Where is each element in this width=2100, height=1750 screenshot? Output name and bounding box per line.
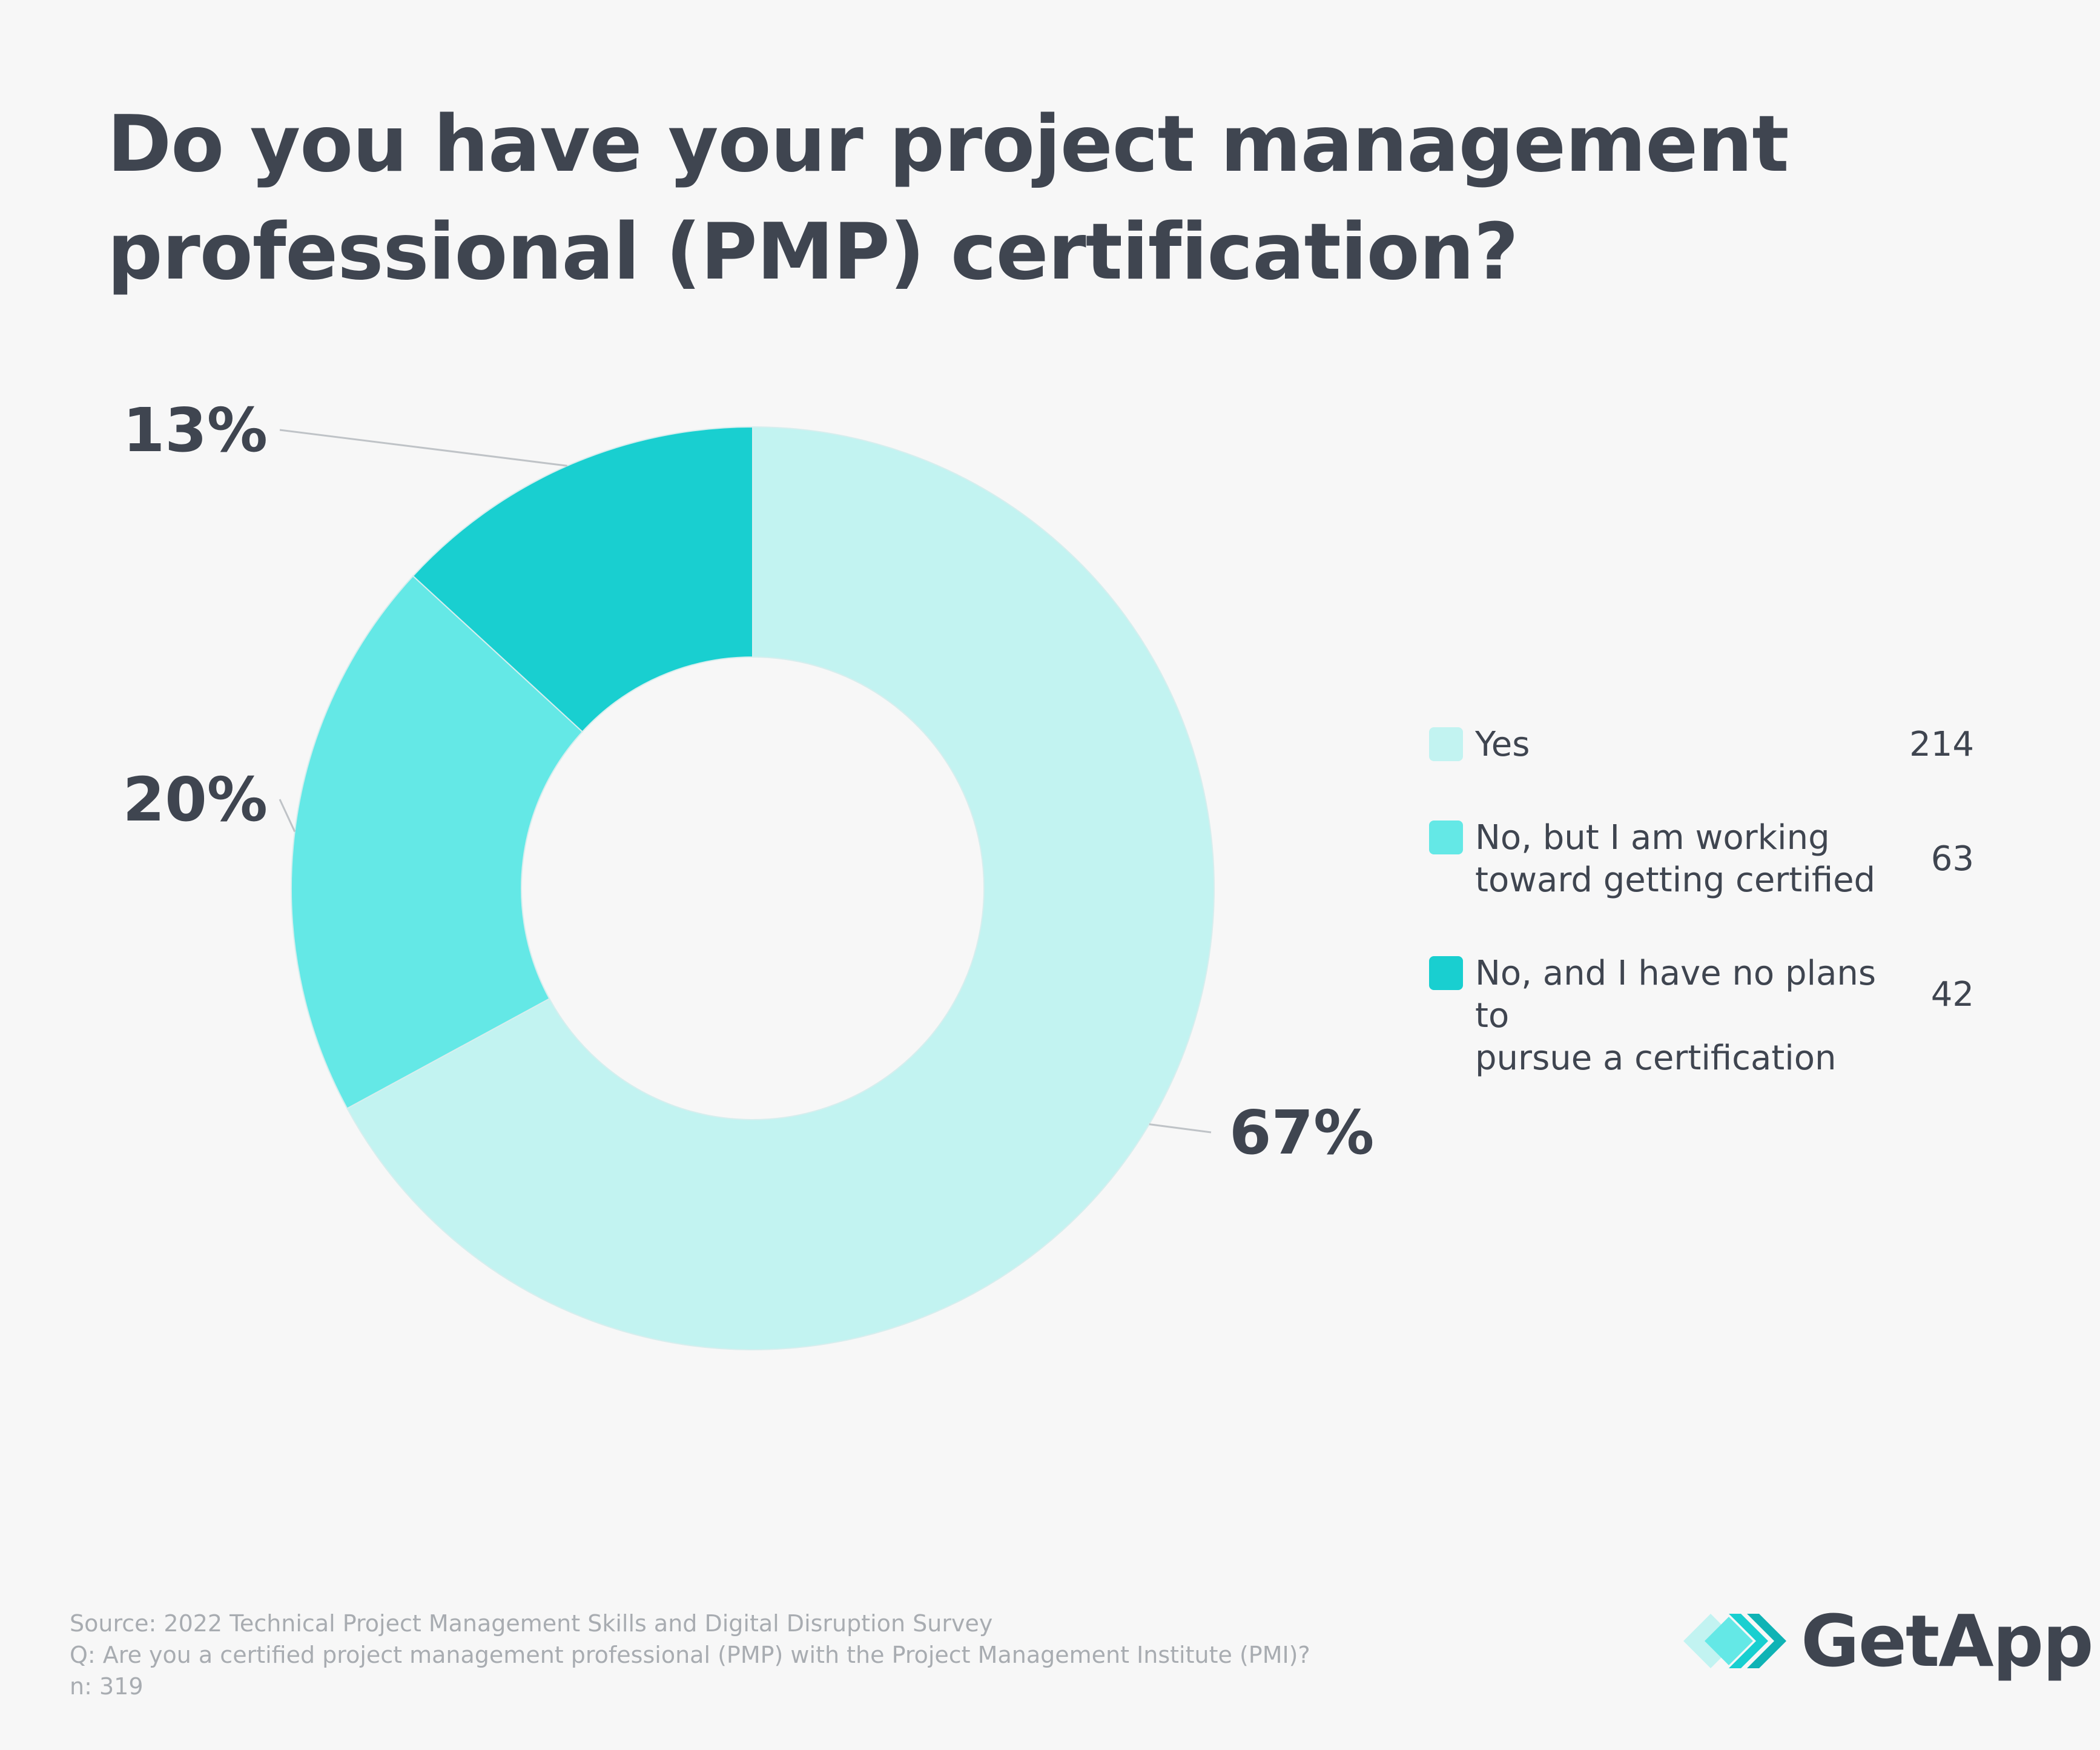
footer-n: n: 319 [70, 1673, 144, 1700]
legend-swatch-no-plans [1429, 956, 1463, 990]
footer-source: Source: 2022 Technical Project Managemen… [70, 1610, 993, 1637]
percent-label-no-plans: 13% [123, 395, 268, 466]
legend-swatch-yes [1429, 727, 1463, 761]
leader-line-yes [1149, 1123, 1212, 1134]
chart-legend: Yes 214 No, but I am working toward gett… [1429, 724, 1974, 1131]
legend-label-no-plans-line-1: No, and I have no plans to [1475, 954, 1877, 1035]
legend-item-no-plans: No, and I have no plans to pursue a cert… [1429, 953, 1974, 1080]
legend-value-yes: 214 [1909, 725, 1974, 764]
legend-label-no-plans: No, and I have no plans to pursue a cert… [1475, 953, 1899, 1080]
legend-value-no-plans: 42 [1930, 975, 1974, 1014]
legend-swatch-working-toward [1429, 821, 1463, 854]
donut-slice-yes [346, 426, 1215, 1350]
legend-label-working-toward: No, but I am working toward getting cert… [1475, 817, 1899, 902]
leader-line-working-toward [279, 799, 296, 833]
leader-line-no-plans [279, 429, 567, 467]
footer-question: Q: Are you a certified project managemen… [70, 1642, 1310, 1668]
legend-item-working-toward: No, but I am working toward getting cert… [1429, 817, 1974, 902]
percent-label-yes: 67% [1229, 1097, 1374, 1168]
donut-slice-no-plans [412, 426, 753, 733]
chart-title-line-1: Do you have your project management [107, 99, 1789, 190]
chart-title-line-2: professional (PMP) certification? [107, 207, 1519, 297]
getapp-chevrons-icon [1683, 1614, 1786, 1668]
legend-item-yes: Yes 214 [1429, 724, 1974, 766]
chart-title: Do you have your project management prof… [107, 91, 1924, 306]
getapp-logo-text: GetApp [1801, 1599, 2094, 1683]
legend-label-no-plans-line-2: pursue a certification [1475, 1038, 1837, 1078]
legend-label-yes: Yes [1475, 724, 1899, 766]
legend-label-yes-line-1: Yes [1475, 725, 1530, 764]
legend-value-working-toward: 63 [1930, 839, 1974, 879]
legend-label-working-toward-line-2: toward getting certified [1475, 860, 1876, 900]
legend-label-working-toward-line-1: No, but I am working [1475, 818, 1830, 857]
getapp-logo: GetApp [1683, 1599, 2094, 1683]
percent-label-working-toward: 20% [123, 764, 268, 835]
chart-footer: Source: 2022 Technical Project Managemen… [70, 1608, 1310, 1702]
donut-slice-working-toward [291, 575, 584, 1109]
